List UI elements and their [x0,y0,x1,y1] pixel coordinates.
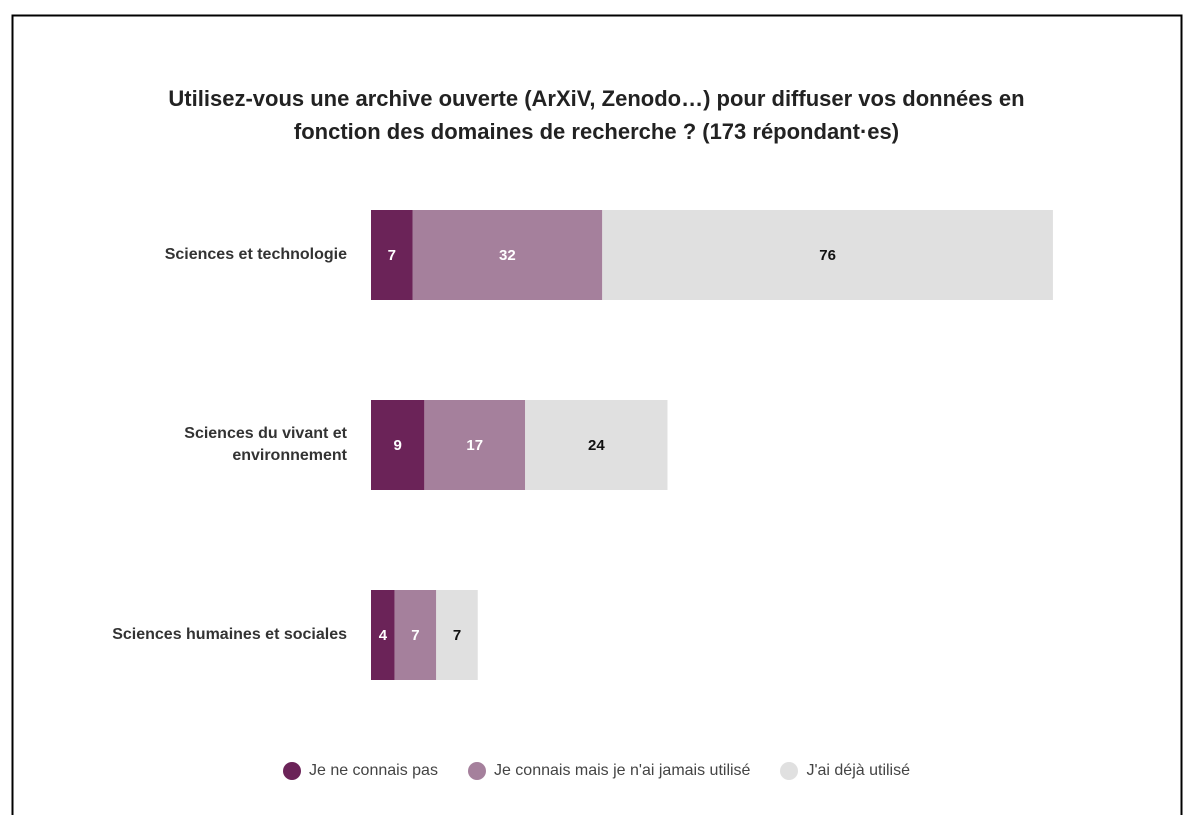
bar-segment [371,210,413,300]
value-label: 17 [466,437,483,454]
value-label: 7 [411,627,419,644]
legend-swatch [282,762,301,780]
legend: Je ne connais pas Je connais mais je n'ai… [0,762,1193,780]
value-label: 9 [394,437,402,454]
bar-segment [525,400,668,490]
value-label: 7 [388,247,396,264]
frame [11,14,1183,815]
legend-swatch [467,762,486,780]
legend-label: Je ne connais pas [308,762,438,779]
bar-segment [424,400,526,490]
legend-item: Je ne connais pas [282,762,438,780]
bar-segment [371,400,425,490]
bar-segment [602,210,1053,300]
category-label: Sciences humaines et sociales [112,626,347,643]
value-label: 7 [453,627,461,644]
chart-title: Utilisez-vous une archive ouverte (ArXiV… [168,86,1025,144]
bar-segment [371,590,395,680]
value-label: 32 [499,247,516,264]
value-label: 24 [588,437,605,454]
legend-item: Je connais mais je n'ai jamais utilisé [467,762,751,780]
legend-label: J'ai déjà utilisé [806,762,911,779]
legend-label: Je connais mais je n'ai jamais utilisé [493,762,751,779]
category-label: Sciences du vivant et environnement [184,425,347,464]
value-label: 76 [819,247,836,264]
category-label: Sciences et technologie [164,246,347,263]
bar-segment [436,590,478,680]
value-label: 4 [379,627,388,644]
legend-swatch [780,762,799,780]
bar-segment [412,210,603,300]
bar-segment [394,590,437,680]
legend-item: J'ai déjà utilisé [780,762,910,780]
